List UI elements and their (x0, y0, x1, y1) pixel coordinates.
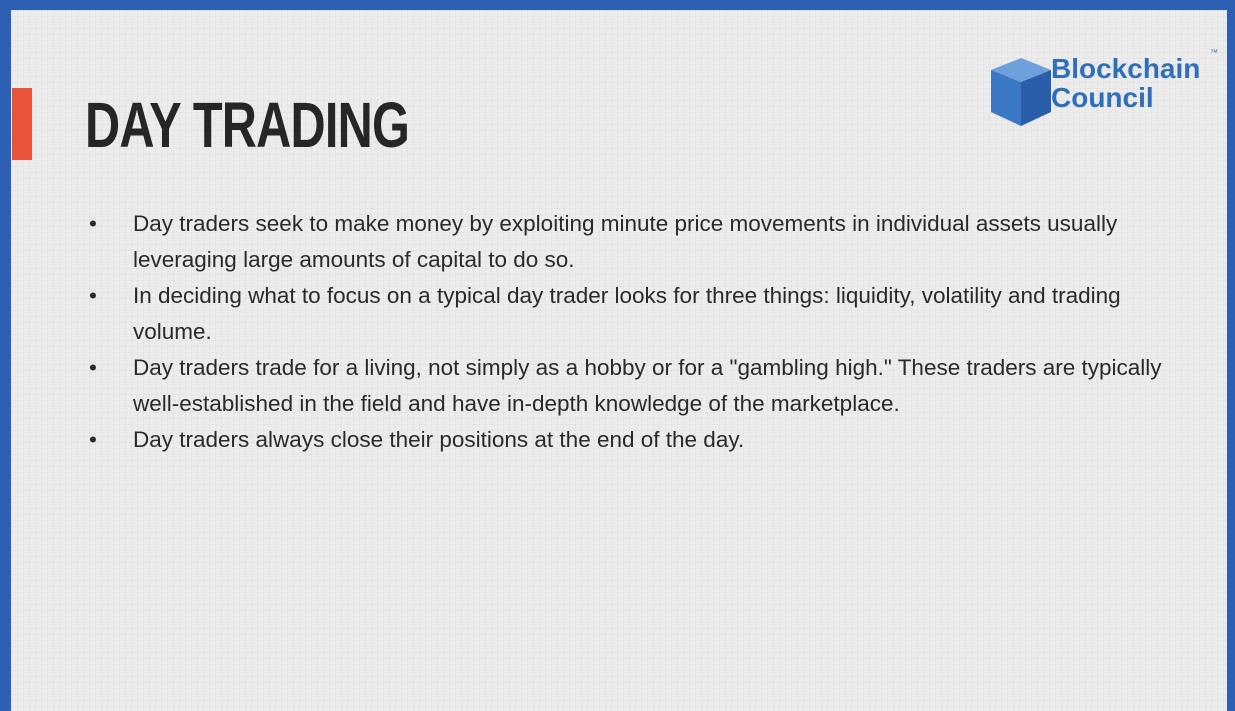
slide-title: DAY TRADING (85, 89, 410, 161)
logo-line: Council (1051, 82, 1154, 113)
trademark: ™ (1210, 48, 1218, 57)
bullet: Day traders trade for a living, not simp… (89, 350, 1169, 422)
logo-line: Blockchain (1051, 53, 1201, 84)
bullet: Day traders always close their positions… (89, 422, 1169, 458)
bullet-list: Day traders seek to make money by exploi… (89, 206, 1169, 458)
logo-icon (991, 58, 1051, 126)
logo-text: Blockchain Council (1051, 54, 1200, 112)
bullet: In deciding what to focus on a typical d… (89, 278, 1169, 350)
bullet: Day traders seek to make money by exploi… (89, 206, 1169, 278)
side-tab (12, 88, 32, 160)
